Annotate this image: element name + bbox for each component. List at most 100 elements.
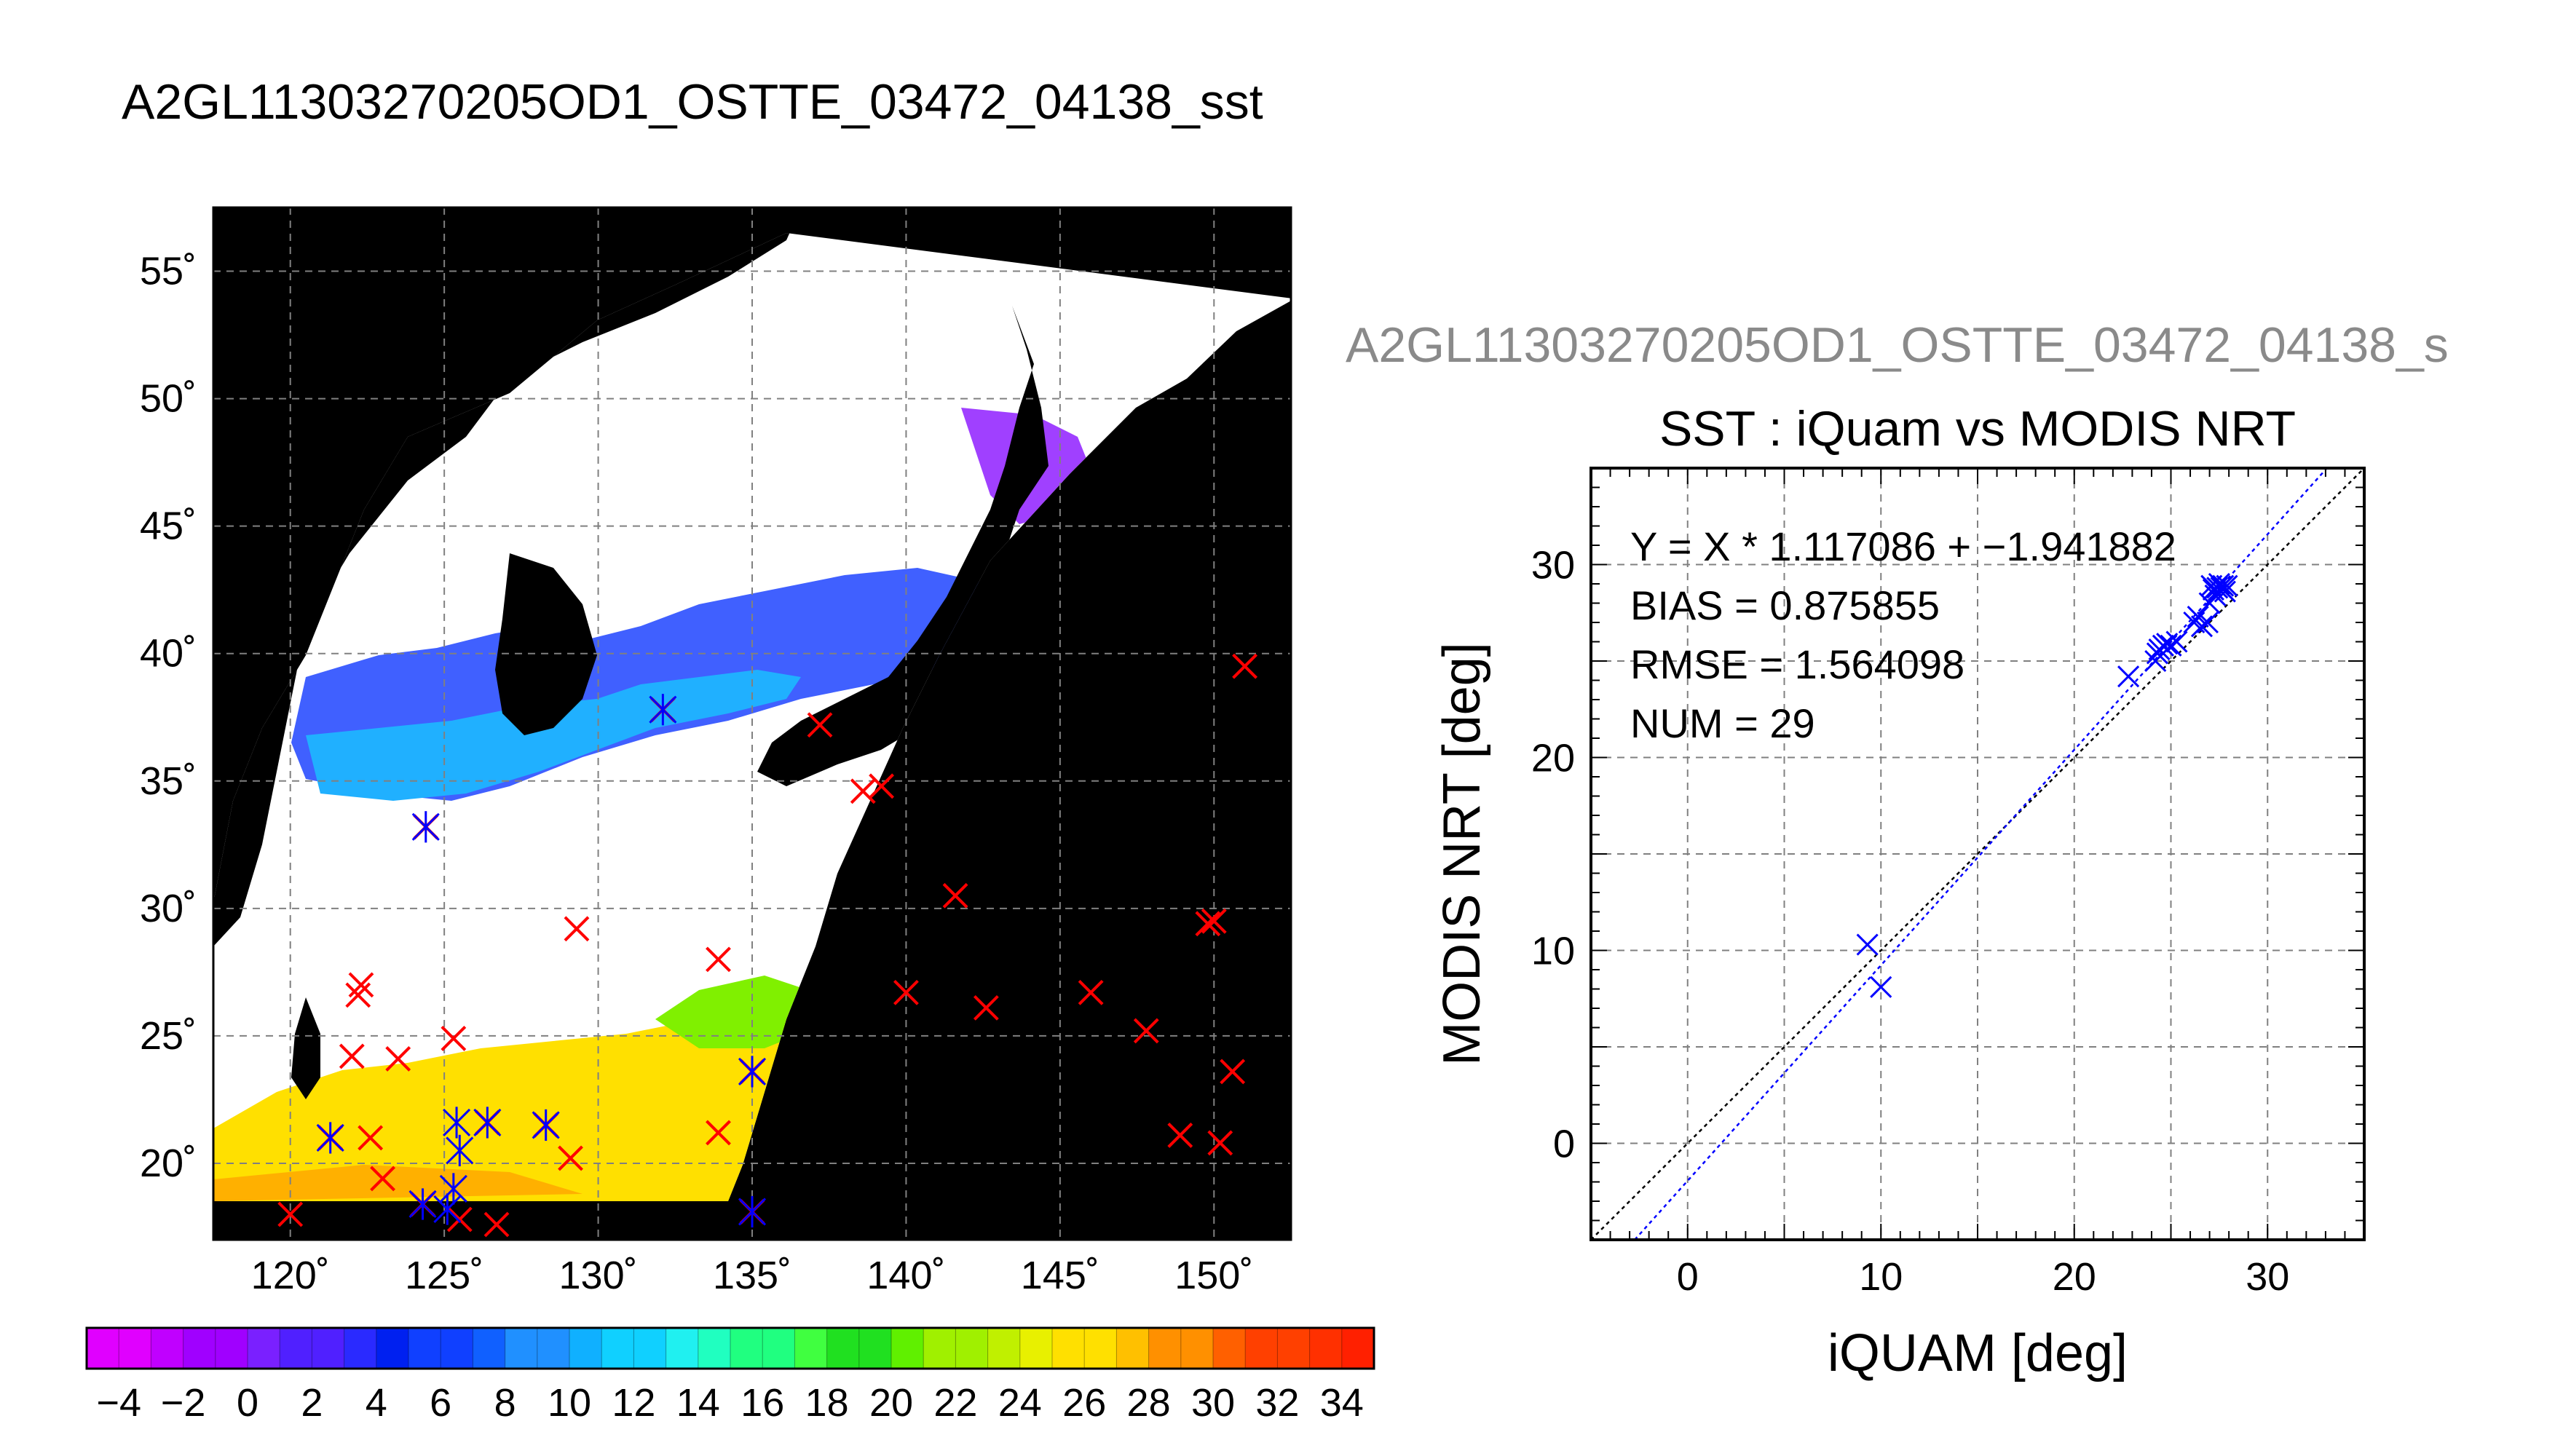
sst-hot-coast (213, 1165, 583, 1201)
scatter-xlabel: iQUAM [deg] (1828, 1324, 2128, 1382)
map-x-tick-label: 125˚ (405, 1254, 483, 1297)
matchup-marker (442, 1107, 471, 1139)
colorbar-cell (1180, 1328, 1214, 1369)
colorbar-tick-label: 0 (237, 1381, 258, 1425)
colorbar-cell (1277, 1328, 1311, 1369)
insitu-marker (807, 712, 833, 738)
insitu-marker (441, 1025, 467, 1051)
insitu-marker (564, 916, 590, 942)
insitu-marker (385, 1045, 411, 1072)
colorbar-tick-label: 14 (676, 1381, 720, 1425)
matchup-marker (532, 1109, 560, 1142)
map-x-tick-labels: 120˚ 125˚ 130˚ 135˚ 140˚ 145˚ 150˚ (251, 1254, 1254, 1297)
colorbar-cell (730, 1328, 763, 1369)
colorbar-cells (87, 1328, 1375, 1369)
colorbar-cell (633, 1328, 667, 1369)
insitu-marker (1167, 1123, 1193, 1148)
scatter-x-tick-label: 0 (1677, 1255, 1699, 1299)
scatter-title: SST : iQuam vs MODIS NRT (1659, 401, 2296, 456)
map-frame (212, 206, 1292, 1241)
insitu-marker (277, 1201, 304, 1227)
scatter-point (2152, 634, 2174, 657)
colorbar-cell (183, 1328, 216, 1369)
insitu-marker (483, 1211, 510, 1238)
scatter-x-tick-label: 30 (2246, 1255, 2289, 1299)
colorbar-cell (794, 1328, 828, 1369)
matchup-marker (408, 1188, 437, 1220)
colorbar-cell (119, 1328, 151, 1369)
colorbar-tick-label: 12 (612, 1381, 655, 1425)
insitu-marker (1232, 653, 1257, 679)
taiwan-landmass (291, 997, 320, 1099)
matchup-marker (433, 1193, 462, 1225)
colorbar-cell (1116, 1328, 1150, 1369)
colorbar-cell (248, 1328, 280, 1369)
matchup-marker (411, 811, 440, 843)
matchup-marker (446, 1134, 474, 1167)
sst-warm-sea (213, 1005, 808, 1201)
colorbar-tick-label: 26 (1062, 1381, 1106, 1425)
map-y-tick-label: 20˚ (140, 1142, 197, 1185)
colorbar-cell (1052, 1328, 1085, 1369)
colorbar-cell (1084, 1328, 1117, 1369)
map-y-tick-label: 50˚ (140, 377, 197, 421)
matchup-marker (473, 1107, 502, 1139)
map-y-tick-label: 35˚ (140, 759, 197, 803)
insitu-marker (1195, 911, 1221, 937)
map-x-tick-label: 135˚ (713, 1254, 791, 1297)
colorbar-tick-label: 10 (548, 1381, 591, 1425)
scatter-point (1856, 933, 1879, 956)
map-y-tick-label: 25˚ (140, 1014, 197, 1058)
colorbar-frame (85, 1326, 1375, 1370)
sst-map: 120˚ 125˚ 130˚ 135˚ 140˚ 145˚ 150˚ 20˚ 25˚ 30˚ 35… (140, 206, 1292, 1297)
sst-mid-sea (655, 976, 808, 1048)
colorbar-tick-label: −4 (96, 1381, 141, 1425)
scatter-point (2196, 611, 2219, 634)
colorbar-tick-label: 32 (1255, 1381, 1299, 1425)
scatter-point (1870, 976, 1892, 998)
colorbar-cell (376, 1328, 409, 1369)
colorbar-cell (1245, 1328, 1278, 1369)
matchup-marker (316, 1122, 344, 1154)
scatter-annotation: BIAS = 0.875855 (1630, 582, 1940, 628)
japan-landmass (757, 306, 1049, 786)
main-title: A2GL11303270205OD1_OSTTE_03472_04138_sst (122, 74, 1263, 130)
scatter-point (2206, 577, 2229, 599)
colorbar-tick-label: 2 (301, 1381, 323, 1425)
insitu-marker (942, 882, 968, 909)
insitu-marker (706, 946, 731, 973)
colorbar-cell (1341, 1328, 1375, 1369)
scatter-y-tick-label: 10 (1531, 930, 1575, 973)
map-y-tick-label: 45˚ (140, 505, 197, 548)
insitu-marker (869, 773, 895, 799)
scatter-annotation: Y = X * 1.117086 + −1.941882 (1630, 523, 2176, 569)
map-y-tick-label: 30˚ (140, 887, 197, 930)
scatter-minor-ticks (1590, 467, 2365, 1241)
colorbar-cell (1309, 1328, 1343, 1369)
colorbar-cell (473, 1328, 506, 1369)
scatter-annotations: Y = X * 1.117086 + −1.941882 BIAS = 0.875… (1630, 523, 2176, 746)
colorbar-cell (858, 1328, 892, 1369)
insitu-marker (358, 1125, 384, 1151)
scatter-point (2165, 630, 2188, 653)
scatter-point (2212, 574, 2235, 597)
insitu-marker (1207, 1130, 1233, 1156)
insitu-marker (370, 1166, 395, 1192)
scatter-y-tick-label: 20 (1531, 737, 1575, 780)
colorbar-cell (151, 1328, 184, 1369)
matchup-marker (738, 1195, 767, 1228)
colorbar-tick-label: 24 (998, 1381, 1042, 1425)
scatter-x-tick-labels: 0 10 20 30 (1677, 1255, 2290, 1299)
insitu-marker (345, 982, 371, 1008)
colorbar-tick-label: 34 (1320, 1381, 1364, 1425)
insitu-marker (1078, 979, 1104, 1005)
colorbar-cell (312, 1328, 345, 1369)
colorbar-cell (955, 1328, 989, 1369)
colorbar-cell (441, 1328, 473, 1369)
map-x-tick-label: 140˚ (866, 1254, 945, 1297)
colorbar-tick-label: 8 (494, 1381, 516, 1425)
colorbar-cell (280, 1328, 312, 1369)
scatter-point (2156, 633, 2179, 655)
colorbar-cell (344, 1328, 377, 1369)
